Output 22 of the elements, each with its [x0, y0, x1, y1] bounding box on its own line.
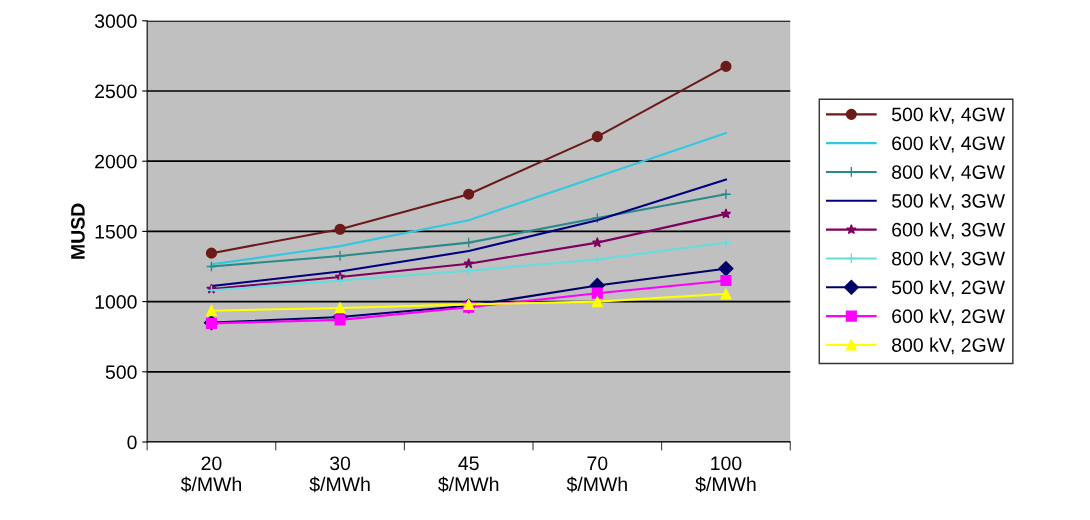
legend-label: 600 kV, 4GW — [892, 135, 1005, 153]
legend-label: 600 kV, 3GW — [892, 222, 1005, 239]
x-tick-label: 100 $/MWh — [695, 456, 756, 493]
x-tick-label: 45 $/MWh — [438, 456, 499, 493]
legend-label: 800 kV, 2GW — [892, 337, 1005, 355]
legend-label: 800 kV, 3GW — [892, 251, 1005, 268]
x-tick-label: 20 $/MWh — [180, 456, 241, 493]
y-tick-label: 2500 — [95, 84, 137, 99]
y-tick-label: 0 — [127, 435, 137, 450]
y-axis-title: MUSD — [71, 203, 85, 259]
x-tick-label: 30 $/MWh — [309, 456, 370, 493]
y-tick-label: 1500 — [95, 224, 137, 239]
legend-label: 500 kV, 4GW — [891, 107, 1005, 124]
y-tick-label: 2000 — [95, 154, 137, 169]
legend-label: 600 kV, 2GW — [892, 308, 1005, 326]
y-tick-label: 1000 — [95, 295, 137, 309]
legend-label: 500 kV, 3GW — [891, 193, 1005, 211]
y-tick-label: 500 — [105, 365, 137, 380]
x-tick-label: 70 $/MWh — [566, 456, 627, 493]
legend-label: 800 kV, 4GW — [892, 164, 1005, 182]
legend-label: 500 kV, 2GW — [891, 279, 1005, 297]
y-tick-label: 3000 — [94, 14, 137, 29]
